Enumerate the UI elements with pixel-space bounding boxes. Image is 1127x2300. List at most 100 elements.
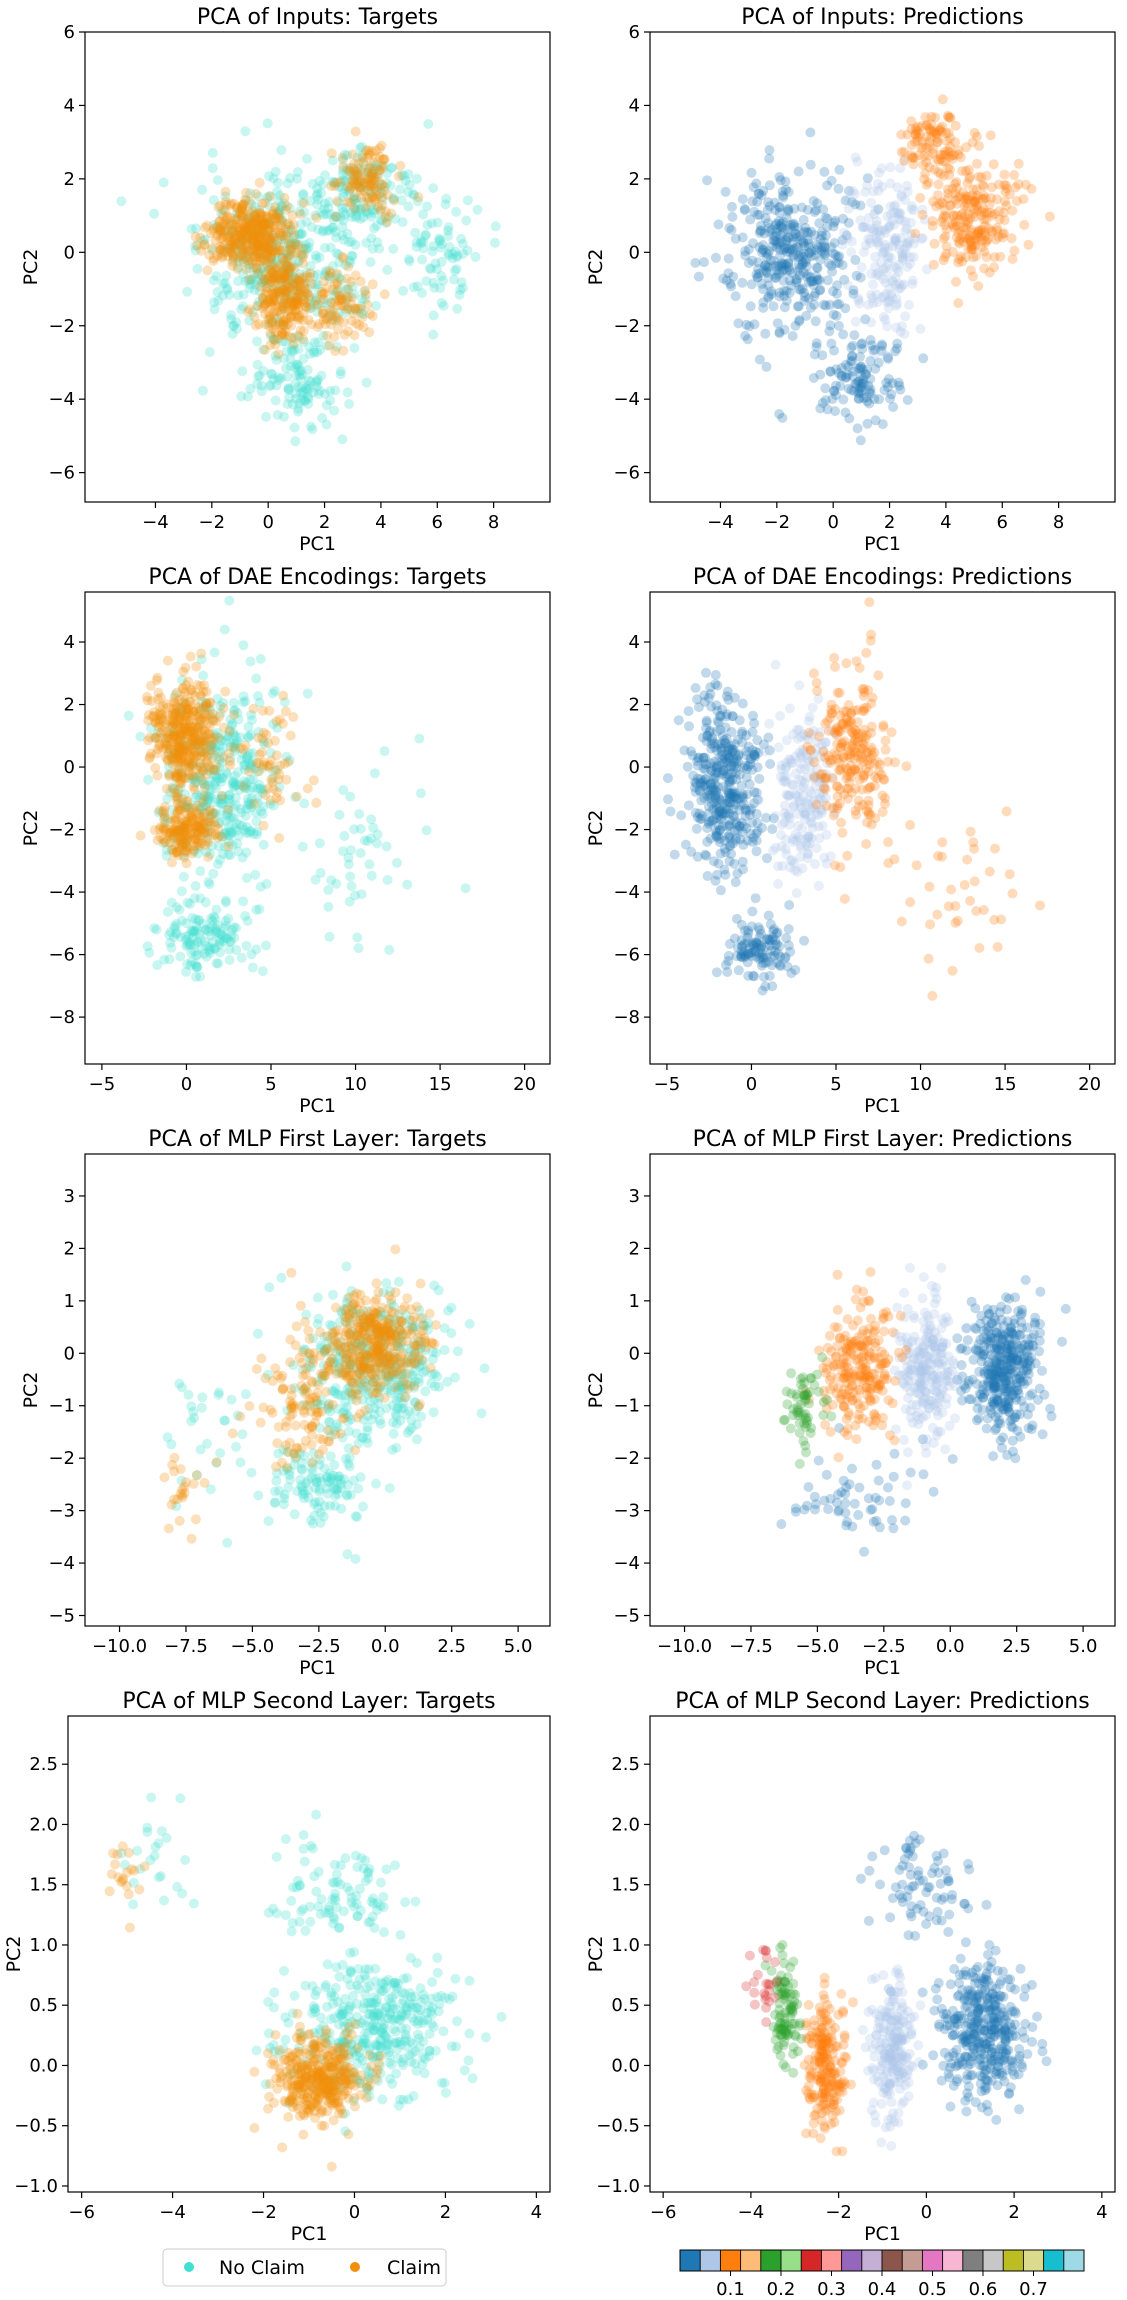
data-point: [255, 281, 265, 292]
data-point: [928, 127, 939, 138]
data-point: [961, 198, 972, 209]
data-point: [311, 376, 322, 387]
data-point: [808, 279, 819, 290]
data-point: [777, 412, 788, 423]
data-point: [228, 706, 239, 716]
x-tick-label: 0: [181, 1074, 192, 1095]
data-point: [926, 111, 937, 122]
data-point: [321, 298, 332, 308]
data-point: [849, 753, 860, 764]
data-point: [233, 262, 244, 273]
data-point: [927, 220, 938, 231]
data-point: [244, 245, 255, 256]
data-point: [897, 215, 907, 226]
data-point: [797, 251, 808, 262]
data-point: [798, 214, 809, 225]
data-point: [861, 839, 872, 849]
scatter-points: [159, 1244, 490, 1564]
data-point: [848, 366, 859, 377]
data-point: [241, 233, 252, 243]
data-point: [876, 769, 887, 780]
data-point: [815, 234, 826, 245]
data-point: [774, 202, 785, 213]
data-point: [969, 234, 980, 245]
data-point: [880, 735, 891, 746]
data-point: [811, 205, 821, 216]
data-point: [362, 167, 373, 178]
data-point: [972, 233, 983, 243]
data-point: [261, 729, 272, 740]
data-point: [809, 349, 820, 360]
data-point: [365, 181, 376, 192]
data-point: [294, 313, 305, 323]
data-point: [316, 188, 327, 199]
data-point: [215, 854, 225, 865]
data-point: [270, 350, 281, 361]
data-point: [411, 237, 422, 248]
data-point: [790, 228, 801, 239]
data-point: [786, 757, 797, 768]
data-point: [679, 745, 690, 756]
data-point: [294, 331, 304, 342]
data-point: [857, 338, 868, 349]
data-point: [776, 760, 787, 771]
data-point: [254, 235, 264, 246]
data-point: [264, 223, 275, 234]
data-point: [737, 856, 748, 867]
data-point: [287, 340, 298, 351]
data-point: [358, 157, 369, 168]
data-point: [810, 250, 820, 261]
data-point: [333, 197, 344, 208]
data-point: [764, 145, 775, 156]
data-point: [962, 178, 973, 189]
data-point: [265, 380, 276, 391]
data-point: [941, 136, 952, 146]
data-point: [974, 943, 985, 953]
series-1: [116, 118, 501, 447]
data-point: [286, 224, 297, 235]
data-point: [272, 209, 283, 219]
data-point: [232, 707, 243, 718]
data-point: [369, 193, 380, 204]
data-point: [278, 238, 289, 249]
data-point: [291, 286, 302, 296]
data-point: [328, 214, 339, 225]
data-point: [180, 757, 191, 768]
data-point: [250, 251, 261, 261]
x-tick-label: 0: [262, 512, 273, 533]
data-point: [896, 233, 907, 243]
data-point: [251, 673, 262, 684]
data-point: [283, 238, 294, 249]
data-point: [844, 413, 855, 424]
data-point: [1001, 806, 1012, 817]
data-point: [368, 157, 379, 168]
data-point: [275, 245, 286, 256]
data-point: [262, 118, 273, 129]
data-point: [272, 764, 283, 775]
data-point: [345, 871, 356, 882]
data-point: [266, 288, 277, 299]
data-point: [760, 328, 771, 339]
data-point: [365, 188, 376, 199]
data-point: [374, 165, 385, 176]
data-point: [981, 214, 992, 225]
data-point: [832, 299, 843, 310]
data-point: [874, 167, 885, 178]
data-point: [904, 236, 915, 247]
data-point: [220, 828, 231, 839]
data-point: [352, 152, 363, 163]
data-point: [766, 225, 777, 235]
data-point: [304, 293, 315, 304]
data-point: [223, 821, 234, 832]
data-point: [830, 661, 840, 672]
data-point: [341, 273, 352, 284]
data-point: [1021, 179, 1031, 190]
data-point: [451, 252, 462, 263]
data-point: [230, 230, 241, 241]
data-point: [710, 252, 721, 263]
data-point: [347, 149, 358, 160]
data-point: [835, 381, 846, 392]
data-point: [244, 826, 255, 836]
data-point: [289, 345, 300, 356]
data-point: [809, 291, 820, 302]
